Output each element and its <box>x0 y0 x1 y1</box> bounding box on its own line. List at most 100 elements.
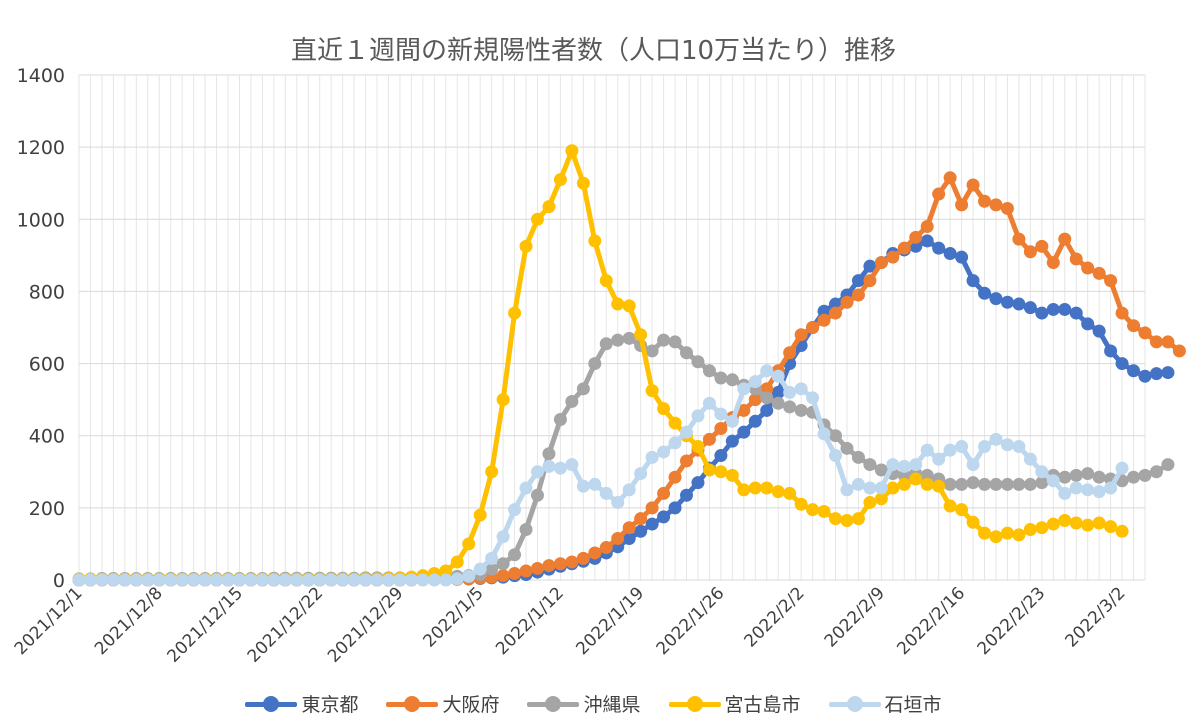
data-point <box>943 477 957 491</box>
data-point <box>1023 452 1037 466</box>
data-point <box>840 513 854 527</box>
data-point <box>519 481 533 495</box>
data-point <box>863 458 877 472</box>
data-point <box>725 414 739 428</box>
data-point <box>943 247 957 261</box>
data-point <box>1069 468 1083 482</box>
legend-label: 東京都 <box>301 694 359 716</box>
data-point <box>485 551 499 565</box>
data-point <box>863 259 877 273</box>
data-point <box>542 200 556 214</box>
data-point <box>519 564 533 578</box>
data-point <box>1104 274 1118 288</box>
data-point <box>198 573 212 587</box>
y-axis-tick-labels: 0 200 400 600 800 1000 1200 1400 <box>17 65 65 592</box>
data-point <box>978 526 992 540</box>
data-point <box>817 313 831 327</box>
data-point <box>771 485 785 499</box>
x-axis-tick-labels: 2021/12/1 2021/12/82021/12/152021/12/2220… <box>11 583 1130 666</box>
data-point <box>748 481 762 495</box>
data-point <box>1069 516 1083 530</box>
data-point <box>496 557 510 571</box>
x-tick-label: 2022/1/5 <box>420 583 488 651</box>
data-point <box>381 573 395 587</box>
data-point <box>1069 306 1083 320</box>
data-point <box>725 468 739 482</box>
data-point <box>714 371 728 385</box>
data-point <box>680 454 694 468</box>
data-point <box>1035 476 1049 490</box>
data-point <box>1081 518 1095 532</box>
data-point <box>462 569 476 583</box>
data-point <box>760 364 774 378</box>
data-point <box>748 393 762 407</box>
data-point <box>496 569 510 583</box>
data-point <box>599 541 613 555</box>
data-point <box>129 573 143 587</box>
data-point <box>748 414 762 428</box>
data-point <box>783 346 797 360</box>
data-point <box>702 364 716 378</box>
data-point <box>1023 301 1037 315</box>
data-point <box>565 394 579 408</box>
data-point <box>771 396 785 410</box>
legend-label: 石垣市 <box>884 694 942 716</box>
data-point <box>920 220 934 233</box>
x-tick-label: 2022/2/16 <box>893 583 969 659</box>
data-point <box>611 495 625 509</box>
data-point <box>840 295 854 309</box>
data-point <box>565 555 579 569</box>
data-point <box>691 476 705 490</box>
data-point <box>863 495 877 509</box>
data-point <box>622 521 636 535</box>
data-point <box>645 517 659 531</box>
data-point <box>760 481 774 495</box>
y-tick-label: 200 <box>29 498 65 520</box>
data-point <box>840 483 854 497</box>
x-tick-label: 2022/3/2 <box>1061 583 1129 651</box>
data-point <box>611 532 625 546</box>
data-point <box>920 477 934 491</box>
y-tick-label: 1200 <box>17 137 65 159</box>
data-point <box>530 561 544 575</box>
data-point <box>508 503 522 517</box>
x-tick-label: 2022/2/23 <box>974 583 1050 659</box>
data-point <box>943 443 957 457</box>
data-point <box>576 479 590 493</box>
data-point <box>576 551 590 565</box>
data-point <box>783 400 797 414</box>
data-point <box>691 355 705 369</box>
data-point <box>645 344 659 358</box>
data-point <box>714 407 728 421</box>
data-point <box>932 452 946 466</box>
data-point <box>95 573 109 587</box>
data-point <box>1092 516 1106 530</box>
data-point <box>634 524 648 538</box>
data-point <box>164 573 178 587</box>
legend-item: 沖縄県 <box>527 690 641 717</box>
data-point <box>210 573 224 587</box>
data-point <box>553 412 567 426</box>
data-point <box>244 573 258 587</box>
legend-swatch <box>386 694 439 714</box>
data-point <box>874 492 888 506</box>
data-point <box>1138 468 1152 482</box>
data-point <box>978 194 992 208</box>
series-layer <box>72 144 1186 587</box>
data-point <box>817 504 831 518</box>
x-tick-label: 2022/2/9 <box>821 583 889 651</box>
data-point <box>966 476 980 490</box>
data-point <box>829 429 843 443</box>
chart-title: 直近１週間の新規陽性者数（人口10万当たり）推移 <box>290 36 897 66</box>
data-point <box>1058 302 1072 316</box>
data-point <box>485 465 499 479</box>
data-point <box>427 573 441 587</box>
data-point <box>955 477 969 491</box>
data-point <box>886 481 900 495</box>
data-point <box>118 573 132 587</box>
data-point <box>989 198 1003 212</box>
data-point <box>920 468 934 482</box>
data-point <box>473 562 487 576</box>
data-point <box>886 250 900 264</box>
data-point <box>829 512 843 526</box>
